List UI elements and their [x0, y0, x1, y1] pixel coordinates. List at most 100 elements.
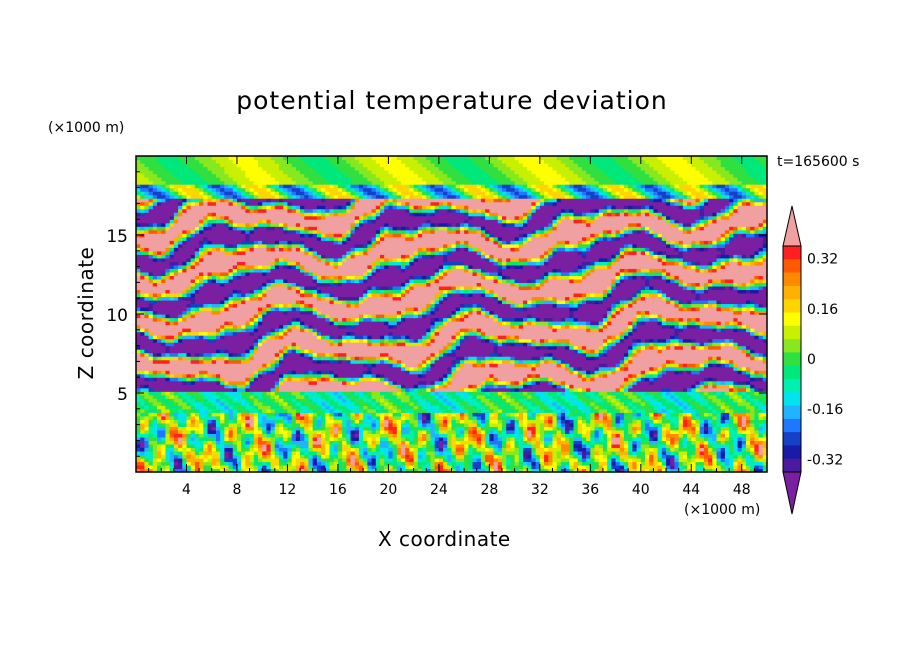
contour-cell: [438, 405, 448, 410]
contour-cell: [691, 342, 697, 347]
contour-cell: [758, 398, 764, 403]
contour-cell: [678, 370, 684, 375]
contour-cell: [401, 310, 406, 315]
contour-cell: [190, 436, 196, 441]
contour-cell: [762, 335, 767, 340]
contour-cell: [422, 401, 432, 406]
contour-cell: [590, 457, 596, 463]
contour-cell: [733, 440, 739, 445]
contour-cell: [674, 391, 688, 396]
contour-cell: [670, 359, 676, 364]
contour-cell: [186, 440, 192, 445]
contour-cell: [464, 405, 474, 410]
contour-cell: [661, 324, 671, 329]
contour-cell: [144, 419, 150, 424]
contour-cell: [611, 426, 617, 431]
contour-cell: [316, 415, 322, 420]
contour-cell: [493, 401, 499, 406]
contour-cell: [236, 303, 268, 308]
contour-cell: [661, 412, 667, 417]
contour-cell: [708, 429, 713, 434]
contour-cell: [337, 398, 343, 403]
contour-cell: [762, 415, 767, 420]
contour-cell: [178, 405, 183, 410]
contour-cell: [186, 314, 192, 319]
contour-cell: [300, 282, 318, 287]
contour-cell: [279, 468, 284, 472]
contour-cell: [653, 429, 659, 434]
contour-cell: [249, 464, 255, 470]
contour-cell: [375, 285, 381, 291]
contour-cell: [636, 314, 642, 319]
contour-cell: [232, 461, 238, 466]
contour-cell: [249, 415, 255, 420]
contour-cell: [586, 321, 591, 326]
contour-cell: [422, 359, 427, 364]
contour-cell: [241, 419, 246, 424]
contour-cell: [358, 377, 364, 382]
contour-cell: [632, 429, 638, 434]
contour-cell: [220, 299, 225, 305]
contour-cell: [703, 464, 709, 470]
contour-cell: [224, 468, 230, 472]
contour-cell: [447, 461, 453, 466]
contour-cell: [506, 457, 511, 463]
contour-cell: [623, 405, 629, 410]
contour-cell: [157, 468, 162, 472]
contour-cell: [548, 391, 558, 396]
contour-cell: [611, 454, 617, 459]
contour-cell: [203, 405, 209, 410]
contour-cell: [489, 464, 495, 470]
contour-cell: [687, 317, 692, 322]
contour-cell: [518, 454, 524, 459]
contour-cell: [384, 377, 389, 382]
contour-cell: [552, 296, 558, 301]
contour-cell: [569, 296, 579, 301]
contour-cell: [569, 412, 575, 417]
contour-cell: [165, 450, 171, 456]
contour-cell: [295, 373, 301, 378]
contour-cell: [598, 461, 608, 466]
contour-cell: [476, 356, 486, 361]
contour-cell: [447, 398, 453, 403]
contour-cell: [459, 338, 465, 343]
contour-cell: [636, 321, 642, 326]
contour-cell: [476, 422, 482, 427]
contour-cell: [741, 457, 747, 463]
contour-cell: [535, 461, 541, 466]
contour-cell: [590, 440, 596, 445]
contour-cell: [337, 443, 343, 449]
contour-cell: [438, 306, 457, 312]
contour-cell: [194, 310, 200, 315]
contour-cell: [249, 321, 255, 326]
contour-cell: [695, 408, 701, 413]
contour-cell: [434, 457, 440, 463]
contour-cell: [758, 356, 764, 361]
contour-cell: [628, 387, 663, 392]
contour-cell: [165, 436, 171, 441]
contour-cell: [220, 443, 225, 449]
contour-cell: [636, 419, 642, 424]
contour-cell: [581, 370, 587, 375]
contour-cell: [190, 356, 200, 361]
contour-cell: [745, 391, 751, 396]
contour-cell: [325, 391, 331, 396]
contour-cell: [224, 328, 230, 333]
contour-cell: [211, 447, 217, 452]
contour-cell: [489, 443, 495, 449]
contour-cell: [190, 299, 196, 305]
contour-cell: [754, 352, 760, 357]
contour-cell: [165, 426, 171, 431]
contour-cell: [750, 419, 755, 424]
contour-cell: [194, 419, 200, 424]
contour-cell: [485, 314, 490, 319]
contour-cell: [649, 419, 655, 424]
contour-cell: [148, 335, 154, 340]
contour-cell: [682, 370, 688, 375]
contour-cell: [623, 461, 629, 466]
contour-cell: [266, 461, 272, 466]
contour-cell: [712, 436, 718, 441]
contour-cell: [661, 447, 667, 452]
contour-cell: [745, 468, 751, 472]
contour-cell: [729, 408, 734, 413]
